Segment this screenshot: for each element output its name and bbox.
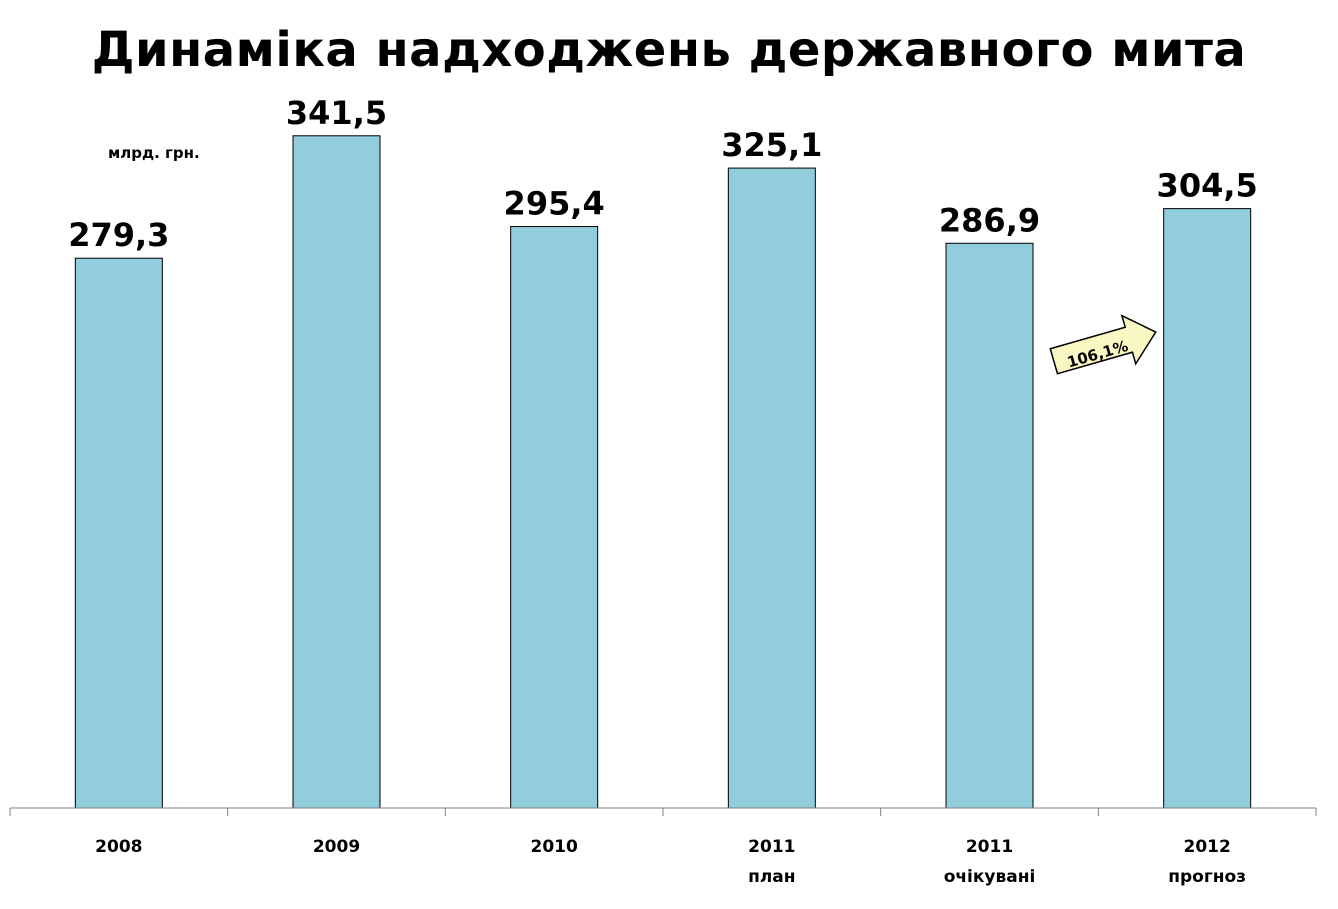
data-label-0: 279,3 [68,216,169,254]
bar-0 [74,257,163,809]
x-tick-label-4-line1: очікувані [944,867,1036,887]
x-tick-label-3-line1: план [748,867,795,887]
x-tick-label-5: 2012 [1184,837,1231,857]
bar-3 [727,167,816,809]
data-label-3: 325,1 [721,126,822,164]
bar-5 [1163,208,1252,809]
data-label-2: 295,4 [504,185,605,223]
bar-4 [945,242,1034,809]
data-label-1: 341,5 [286,94,387,132]
x-tick-label-1: 2009 [313,837,360,857]
x-tick-label-0: 2008 [95,837,142,857]
x-tick-label-3: 2011 [748,837,795,857]
x-tick-label-2: 2010 [531,837,578,857]
x-tick-label-5-line1: прогноз [1168,867,1246,887]
bar-2 [510,226,599,809]
bar-1 [292,135,381,809]
unit-label: млрд. грн. [108,144,200,162]
data-label-4: 286,9 [939,201,1040,239]
growth-arrow-shape [1049,314,1157,375]
growth-arrow: 106,1% [1049,314,1157,375]
data-label-5: 304,5 [1157,167,1258,205]
chart-title: Динаміка надходжень державного мита [91,22,1247,78]
x-tick-label-4: 2011 [966,837,1013,857]
